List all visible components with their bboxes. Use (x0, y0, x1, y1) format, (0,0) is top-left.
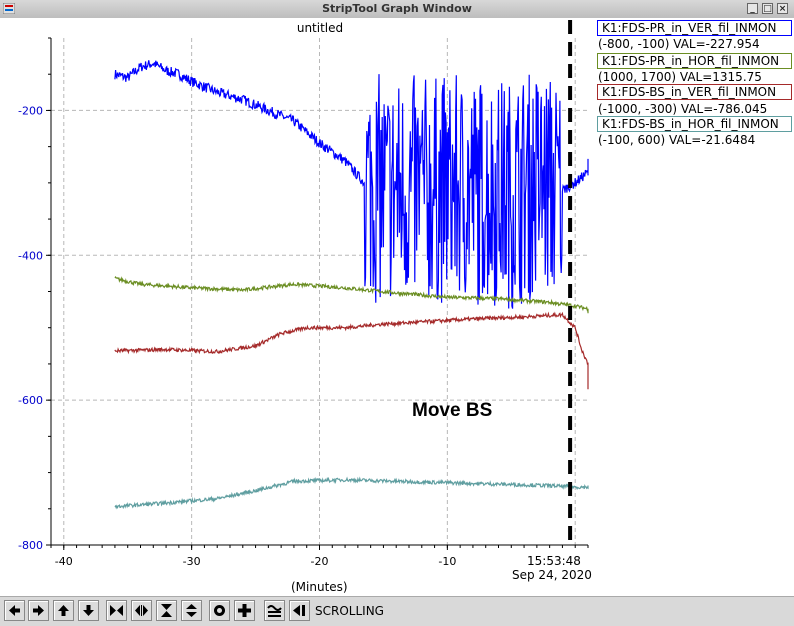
pan-up-button[interactable] (53, 600, 74, 621)
current-date-label: Sep 24, 2020 (512, 568, 592, 582)
mode-label: SCROLLING (315, 604, 384, 618)
pan-down-button[interactable] (78, 600, 99, 621)
legend-name-pr-hor[interactable]: K1:FDS-PR_in_HOR_fil_INMON (597, 53, 792, 69)
last-value-button[interactable] (289, 600, 310, 621)
legend-name-bs-ver[interactable]: K1:FDS-BS_in_VER_fil_INMON (597, 84, 792, 100)
y-tick-label: -400 (18, 249, 43, 262)
plot-title: untitled (296, 21, 344, 35)
last-value-icon (293, 605, 305, 616)
window-title: StripTool Graph Window (322, 2, 472, 15)
auto-scale-icon (214, 605, 225, 616)
legend-name-pr-ver[interactable]: K1:FDS-PR_in_VER_fil_INMON (597, 20, 792, 36)
pan-up-icon (58, 605, 69, 616)
close-button[interactable]: × (777, 3, 788, 14)
x-tick-label: -40 (55, 555, 73, 568)
x-tick-label: -20 (311, 555, 329, 568)
move-bs-annotation: Move BS (412, 400, 493, 421)
minimize-button[interactable]: _ (747, 3, 758, 14)
series-line-2 (114, 275, 589, 314)
legend-panel: K1:FDS-PR_in_VER_fil_INMON (-800, -100) … (594, 18, 794, 596)
toggle-grid-button[interactable] (264, 600, 285, 621)
auto-scale-button[interactable] (209, 600, 230, 621)
series-line-4 (114, 476, 589, 510)
zoom-in-y-button[interactable] (156, 600, 177, 621)
zoom-in-x-icon (110, 605, 123, 616)
pan-right-button[interactable] (28, 600, 49, 621)
zoom-out-x-button[interactable] (131, 600, 152, 621)
x-tick-label: -30 (183, 555, 201, 568)
toggle-grid-icon (267, 605, 282, 617)
legend-range-pr-hor: (1000, 1700) VAL=1315.75 (598, 70, 762, 84)
series-line-3 (114, 311, 589, 390)
reset-button[interactable] (234, 600, 255, 621)
current-time-label: 15:53:48 (527, 554, 581, 568)
y-tick-label: -800 (18, 539, 43, 552)
legend-range-bs-ver: (-1000, -300) VAL=-786.045 (598, 102, 768, 116)
legend-range-bs-hor: (-100, 600) VAL=-21.6484 (598, 133, 756, 147)
pan-left-icon (9, 605, 20, 616)
pan-right-icon (33, 605, 44, 616)
y-tick-label: -600 (18, 394, 43, 407)
zoom-out-y-icon (186, 604, 197, 617)
pan-down-icon (83, 605, 94, 616)
bottom-toolbar: SCROLLING (0, 596, 794, 626)
zoom-out-y-button[interactable] (181, 600, 202, 621)
x-tick-label: -10 (438, 555, 456, 568)
reset-icon (238, 604, 251, 617)
plot-area[interactable] (0, 18, 594, 596)
strip-chart[interactable]: -200 -400 -600 -800 -40 -30 -20 -10 (0, 18, 594, 596)
series-line-1 (114, 60, 589, 309)
window-titlebar[interactable]: StripTool Graph Window _ □ × (0, 0, 794, 19)
window-menu-icon[interactable] (3, 3, 15, 14)
x-axis-label: (Minutes) (291, 580, 348, 594)
zoom-in-x-button[interactable] (106, 600, 127, 621)
y-tick-label: -200 (18, 104, 43, 117)
pan-left-button[interactable] (4, 600, 25, 621)
zoom-out-x-icon (135, 605, 148, 616)
maximize-button[interactable]: □ (762, 3, 773, 14)
zoom-in-y-icon (161, 604, 172, 617)
legend-range-pr-ver: (-800, -100) VAL=-227.954 (598, 37, 760, 51)
legend-name-bs-hor[interactable]: K1:FDS-BS_in_HOR_fil_INMON (597, 116, 792, 132)
